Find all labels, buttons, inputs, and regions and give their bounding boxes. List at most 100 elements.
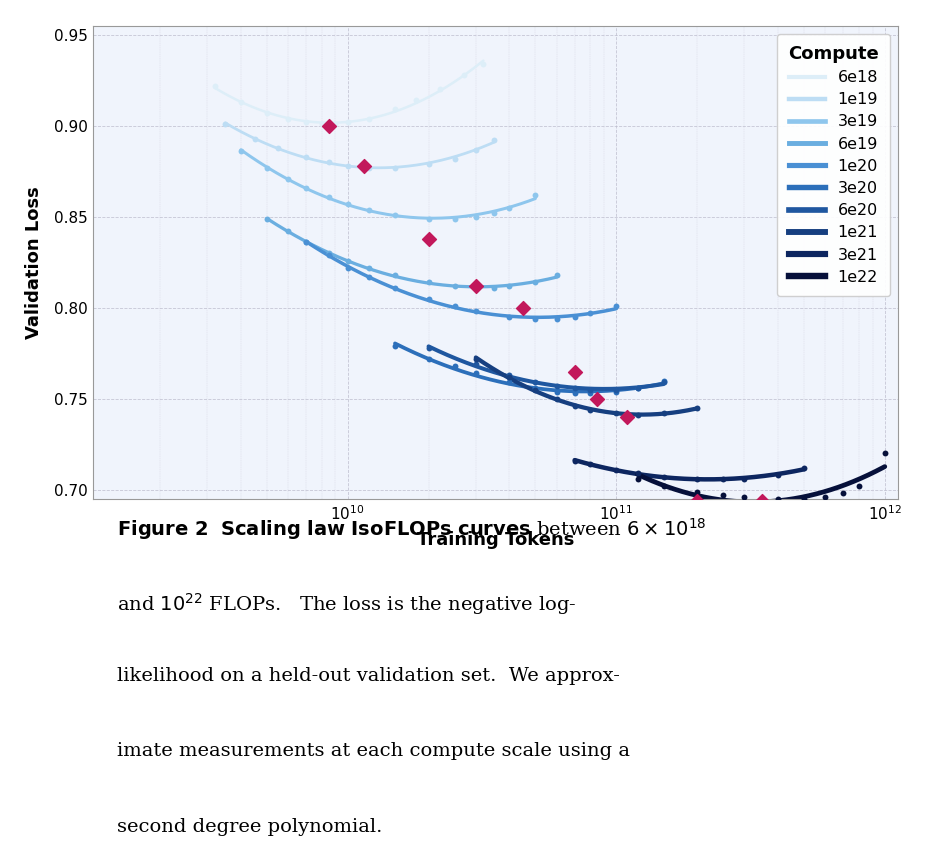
Point [608,406,623,420]
Point [340,261,355,275]
Point [409,94,424,107]
Point [361,261,376,275]
Point [421,352,436,366]
Point [469,357,483,371]
Point [469,367,483,381]
Point [321,119,336,133]
Text: and $10^{22}$ FLOPs.   The loss is the negative log-: and $10^{22}$ FLOPs. The loss is the neg… [117,592,577,618]
Point [568,310,582,324]
Point [299,115,314,129]
Point [486,206,501,220]
Point [340,115,355,129]
Point [796,492,811,506]
Point [716,489,731,503]
Text: likelihood on a held-out validation set.  We approx-: likelihood on a held-out validation set.… [117,667,619,685]
Point [421,212,436,226]
Point [421,276,436,289]
Point [657,470,671,484]
Point [340,198,355,211]
Point [421,232,436,246]
Point [421,341,436,355]
Point [247,131,262,145]
Point [502,310,517,324]
Point [299,235,314,249]
Point [690,484,705,498]
Point [299,181,314,195]
Point [281,172,295,186]
Point [528,312,543,326]
Point [361,270,376,283]
Point [630,408,644,422]
Point [528,188,543,202]
Point [770,492,785,506]
Point [582,458,597,472]
Point [207,79,222,93]
Point [388,268,403,282]
Point [796,461,811,475]
Point [690,494,705,508]
Point [737,472,752,486]
Point [469,352,483,366]
Point [388,339,403,353]
Point [469,281,483,295]
Point [582,307,597,320]
Point [388,102,403,116]
Point [582,403,597,417]
Point [502,201,517,215]
Point [568,399,582,413]
Point [657,406,671,420]
Point [549,392,564,405]
Point [340,159,355,173]
Point [447,299,462,313]
Point [755,494,770,508]
Point [549,268,564,282]
Point [476,57,491,70]
Point [432,82,447,96]
Point [388,161,403,174]
Point [299,150,314,164]
Point [549,379,564,393]
Point [502,375,517,389]
Point [281,224,295,238]
Text: imate measurements at each compute scale using a: imate measurements at each compute scale… [117,742,630,760]
Point [620,411,635,424]
Point [516,301,531,314]
Point [851,479,866,493]
Point [657,374,671,387]
Point [259,161,274,174]
Point [528,276,543,289]
Point [657,479,671,493]
Point [770,468,785,482]
Point [549,385,564,399]
Point [233,144,248,158]
Point [568,454,582,467]
Point [486,281,501,295]
Point [469,143,483,156]
Point [421,292,436,306]
Point [218,117,232,131]
Point [690,472,705,486]
Point [457,68,471,82]
Point [447,152,462,166]
Point [361,161,376,174]
Point [877,447,892,460]
Point [630,381,644,395]
Point [421,157,436,171]
Point [361,112,376,125]
Point [528,381,543,395]
Point [528,383,543,397]
Point [549,312,564,326]
Point [737,490,752,504]
Point [447,279,462,293]
Point [447,359,462,373]
Point [388,281,403,295]
Point [469,305,483,319]
Legend: 6e18, 1e19, 3e19, 6e19, 1e20, 3e20, 6e20, 1e21, 3e21, 1e22: 6e18, 1e19, 3e19, 6e19, 1e20, 3e20, 6e20… [777,34,890,296]
Point [259,212,274,226]
Point [836,486,851,500]
Point [314,117,329,131]
Point [608,383,623,397]
Point [716,472,731,486]
Point [630,466,644,480]
Point [502,370,517,384]
